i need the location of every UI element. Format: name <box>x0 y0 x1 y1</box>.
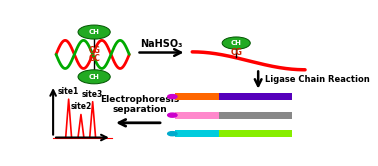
Bar <box>175 112 219 119</box>
Circle shape <box>168 132 177 136</box>
Text: CG: CG <box>88 46 100 55</box>
Circle shape <box>168 113 177 117</box>
Text: site2: site2 <box>70 102 91 111</box>
Text: CG: CG <box>230 48 242 57</box>
Text: site1: site1 <box>58 87 79 96</box>
Text: CH: CH <box>231 40 242 46</box>
Bar <box>219 130 292 137</box>
Text: NaHSO₃: NaHSO₃ <box>140 39 183 49</box>
Text: CH: CH <box>89 29 99 35</box>
Text: CH: CH <box>89 74 99 80</box>
Circle shape <box>78 25 110 39</box>
Text: site3: site3 <box>82 89 103 99</box>
Bar <box>219 93 292 100</box>
Text: Electrophoresis
separation: Electrophoresis separation <box>100 95 179 114</box>
Text: Ligase Chain Reaction: Ligase Chain Reaction <box>265 76 370 84</box>
Circle shape <box>222 37 250 49</box>
Circle shape <box>168 95 177 99</box>
Text: GC: GC <box>88 54 100 63</box>
Bar <box>219 112 292 119</box>
Circle shape <box>78 70 110 84</box>
Bar <box>175 93 219 100</box>
Bar <box>175 130 219 137</box>
